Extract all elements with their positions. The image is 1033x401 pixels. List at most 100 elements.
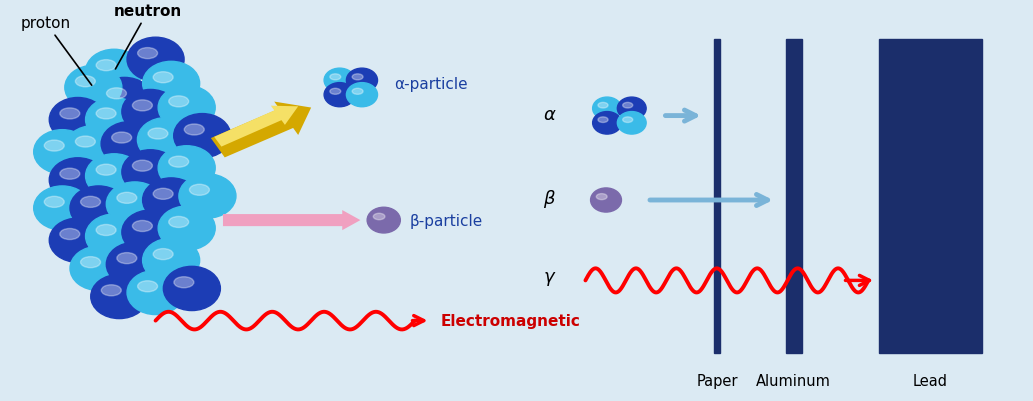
Ellipse shape [179, 174, 236, 219]
Text: $\beta$: $\beta$ [543, 188, 556, 209]
Ellipse shape [101, 122, 158, 166]
Ellipse shape [86, 50, 143, 94]
Ellipse shape [373, 214, 385, 220]
Ellipse shape [96, 225, 116, 236]
Ellipse shape [106, 182, 163, 227]
Ellipse shape [153, 249, 174, 260]
Bar [879, 40, 981, 353]
Text: α-particle: α-particle [395, 77, 468, 92]
Ellipse shape [96, 165, 116, 176]
Ellipse shape [330, 89, 341, 95]
Ellipse shape [367, 208, 401, 233]
Ellipse shape [81, 197, 100, 208]
Ellipse shape [153, 73, 174, 83]
Text: Lead: Lead [912, 373, 947, 388]
Ellipse shape [143, 178, 199, 223]
Ellipse shape [65, 126, 122, 170]
Ellipse shape [593, 98, 622, 120]
Ellipse shape [122, 150, 179, 194]
Text: $\alpha$: $\alpha$ [542, 105, 556, 123]
Text: proton: proton [21, 16, 92, 86]
Ellipse shape [137, 281, 158, 292]
Ellipse shape [143, 239, 199, 283]
Ellipse shape [117, 253, 136, 264]
Ellipse shape [346, 83, 377, 107]
Ellipse shape [132, 101, 153, 111]
Ellipse shape [44, 197, 64, 208]
Ellipse shape [70, 186, 127, 231]
Ellipse shape [618, 112, 647, 135]
Ellipse shape [86, 215, 143, 259]
Ellipse shape [324, 69, 355, 93]
Ellipse shape [618, 98, 647, 120]
Ellipse shape [117, 193, 136, 204]
Ellipse shape [122, 211, 179, 255]
Ellipse shape [324, 83, 355, 107]
Ellipse shape [189, 185, 210, 196]
Ellipse shape [50, 219, 106, 263]
Ellipse shape [86, 98, 143, 142]
Bar [714, 40, 720, 353]
Ellipse shape [75, 137, 95, 148]
Text: neutron: neutron [114, 4, 183, 70]
FancyArrow shape [211, 102, 311, 158]
Ellipse shape [158, 86, 215, 130]
Ellipse shape [174, 114, 230, 158]
Text: Electromagnetic: Electromagnetic [441, 313, 581, 328]
Ellipse shape [163, 267, 220, 311]
FancyArrow shape [214, 106, 299, 147]
Ellipse shape [127, 271, 184, 315]
Ellipse shape [168, 217, 189, 228]
Ellipse shape [44, 141, 64, 152]
Ellipse shape [352, 89, 363, 95]
Ellipse shape [598, 117, 608, 123]
Ellipse shape [591, 188, 622, 213]
Ellipse shape [81, 257, 100, 268]
Ellipse shape [75, 77, 95, 87]
Ellipse shape [132, 161, 153, 172]
Ellipse shape [596, 194, 607, 200]
Text: β-particle: β-particle [410, 213, 482, 228]
Ellipse shape [86, 154, 143, 198]
Ellipse shape [70, 247, 127, 291]
Ellipse shape [112, 133, 131, 144]
Ellipse shape [106, 243, 163, 287]
Ellipse shape [623, 103, 633, 109]
Ellipse shape [60, 229, 80, 240]
Ellipse shape [158, 146, 215, 190]
Ellipse shape [143, 62, 199, 106]
Ellipse shape [60, 109, 80, 119]
Ellipse shape [65, 66, 122, 110]
Ellipse shape [137, 118, 194, 162]
Ellipse shape [96, 78, 153, 122]
Ellipse shape [137, 49, 158, 59]
Ellipse shape [168, 157, 189, 168]
Ellipse shape [101, 285, 121, 296]
Ellipse shape [91, 275, 148, 319]
Ellipse shape [593, 112, 622, 135]
Ellipse shape [50, 158, 106, 203]
Ellipse shape [148, 129, 168, 140]
Ellipse shape [174, 277, 194, 288]
Ellipse shape [153, 189, 174, 200]
Ellipse shape [158, 207, 215, 251]
Ellipse shape [330, 75, 341, 81]
Ellipse shape [352, 75, 363, 81]
Ellipse shape [132, 221, 153, 232]
FancyArrow shape [223, 211, 361, 231]
Ellipse shape [184, 125, 205, 136]
Text: Paper: Paper [696, 373, 738, 388]
Ellipse shape [34, 186, 91, 231]
Ellipse shape [122, 90, 179, 134]
Ellipse shape [96, 61, 116, 71]
Ellipse shape [34, 130, 91, 174]
Ellipse shape [168, 97, 189, 107]
Text: $\gamma$: $\gamma$ [542, 270, 556, 288]
Ellipse shape [623, 117, 633, 123]
Ellipse shape [598, 103, 608, 109]
Ellipse shape [96, 109, 116, 119]
Ellipse shape [60, 169, 80, 180]
Ellipse shape [106, 89, 126, 99]
Text: Aluminum: Aluminum [756, 373, 832, 388]
Bar [786, 40, 802, 353]
